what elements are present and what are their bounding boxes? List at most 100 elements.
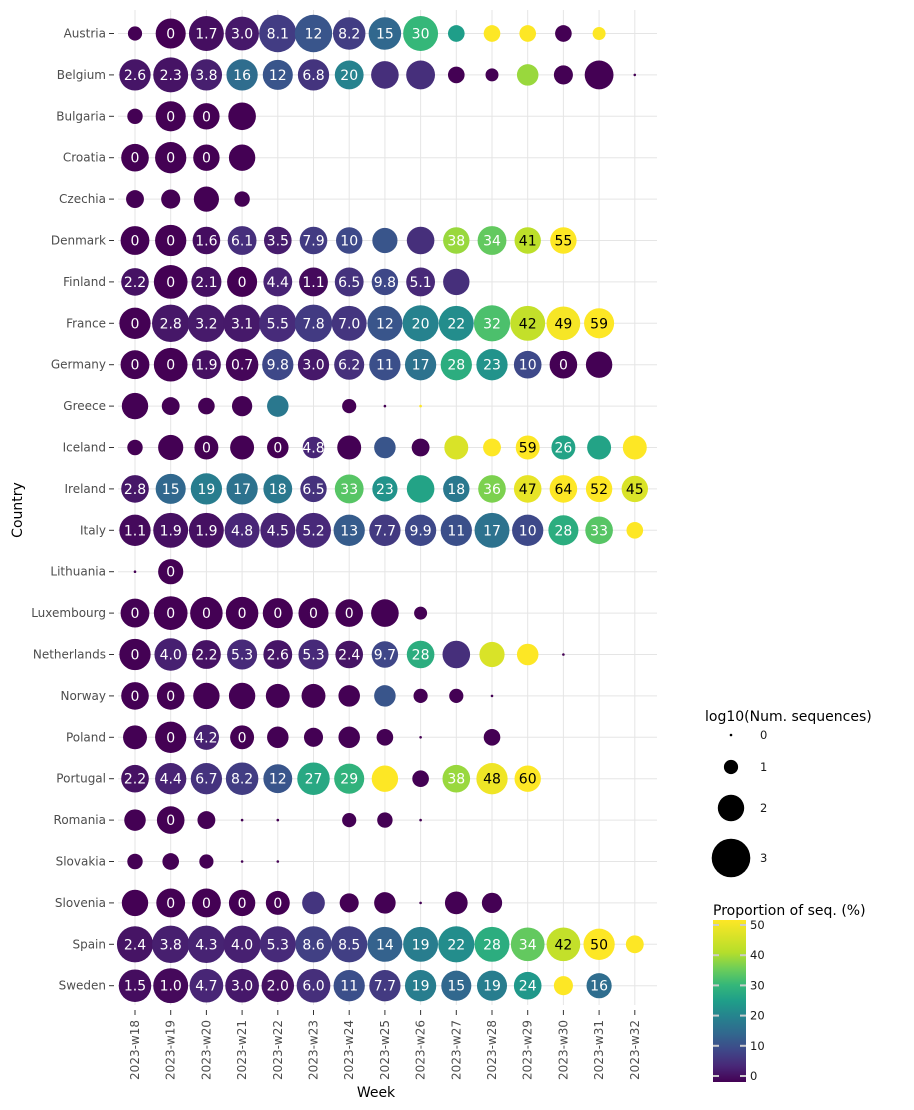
- bubble-circle: [555, 25, 572, 42]
- bubble: 36: [478, 475, 506, 503]
- y-tick-label: Bulgaria: [56, 109, 106, 123]
- bubble-circle: [155, 721, 187, 753]
- bubble: 0: [121, 143, 149, 172]
- bubble-circle: [483, 438, 501, 457]
- bubble-circle: [127, 108, 143, 125]
- bubble-label: 0: [273, 896, 282, 912]
- bubble: 2.6: [119, 59, 151, 91]
- bubble: [555, 25, 572, 42]
- bubble: [483, 25, 501, 42]
- bubble-label: 0: [166, 896, 175, 912]
- bubble-label: 1.1: [124, 523, 146, 539]
- bubbles: 0 1.7 3.0 8.1 12 8.2 15 30 2.6 2.3 3.8 16 12 6.8 20 0 0 0…: [116, 14, 648, 1004]
- bubble: [342, 813, 357, 828]
- bubble-circle: [442, 764, 471, 793]
- bubble: 55: [550, 227, 577, 254]
- bubble-circle: [443, 475, 470, 503]
- bubble-circle: [404, 349, 437, 381]
- bubble-label: 47: [519, 482, 537, 498]
- bubble: [371, 599, 399, 627]
- bubble: 0.7: [225, 348, 259, 381]
- bubble: [592, 27, 606, 40]
- colorbar-label: 10: [750, 1039, 765, 1053]
- bubble: [374, 685, 396, 707]
- bubble: 2.8: [121, 475, 149, 503]
- color-legend: Proportion of seq. (%) 0 10 20 30 40 50: [713, 903, 866, 1083]
- bubble-circle: [119, 59, 151, 91]
- bubble-circle: [190, 59, 223, 91]
- bubble-circle: [585, 516, 613, 545]
- x-tick-label: 2023-w18: [128, 1020, 142, 1080]
- bubble-circle: [583, 928, 615, 960]
- bubble-label: 4.3: [195, 937, 217, 953]
- bubble: 0: [156, 806, 185, 834]
- bubble-label: 36: [483, 482, 501, 498]
- bubble: [383, 404, 387, 408]
- bubble-label: 4.0: [231, 937, 253, 953]
- bubble: [406, 475, 435, 503]
- bubble-circle: [120, 350, 150, 380]
- bubble-circle: [191, 888, 221, 918]
- size-legend-label: 3: [760, 851, 767, 865]
- bubble: [481, 892, 503, 914]
- y-tick-label: Finland: [63, 275, 106, 289]
- bubble-circle: [191, 640, 221, 669]
- bubble-label: 16: [233, 68, 251, 84]
- bubble-circle: [334, 763, 365, 794]
- bubble-circle: [335, 640, 364, 669]
- bubble-circle: [476, 763, 508, 795]
- bubble: 33: [334, 474, 364, 504]
- bubble-label: 0: [166, 689, 175, 705]
- bubble: 15: [155, 473, 186, 504]
- bubble-circle: [513, 350, 542, 379]
- bubble: 3.1: [223, 304, 261, 342]
- bubble-circle: [369, 349, 401, 381]
- bubble-label: 2.8: [124, 482, 146, 498]
- bubble: 11: [369, 349, 401, 381]
- bubble-circle: [562, 653, 565, 656]
- bubble-circle: [127, 26, 143, 41]
- bubble-label: 2.6: [124, 68, 146, 84]
- bubble-circle: [154, 638, 187, 671]
- bubble-label: 8.6: [302, 937, 324, 953]
- bubble-label: 24: [519, 979, 537, 995]
- bubble: 0: [191, 888, 221, 918]
- bubble-circle: [263, 226, 292, 255]
- bubble-label: 17: [483, 523, 501, 539]
- bubble: 32: [473, 305, 511, 342]
- x-tick-label: 2023-w23: [307, 1020, 321, 1080]
- bubble-circle: [584, 60, 614, 90]
- bubble: 18: [443, 475, 470, 503]
- bubble: 8.2: [225, 762, 259, 795]
- bubble-label: 9.7: [374, 648, 396, 664]
- bubble: 0: [298, 598, 329, 629]
- bubble-label: 6.1: [231, 234, 253, 250]
- bubble-circle: [230, 435, 255, 460]
- bubble: 23: [372, 476, 398, 502]
- bubble-circle: [224, 512, 260, 548]
- bubble: 7.9: [299, 226, 328, 255]
- bubble-label: 1.1: [302, 275, 324, 291]
- bubble-circle: [553, 65, 573, 85]
- bubble-circle: [333, 970, 365, 1002]
- x-tick-label: 2023-w32: [628, 1020, 642, 1080]
- bubble-label: 17: [412, 358, 430, 374]
- bubble-label: 10: [519, 358, 537, 374]
- size-legend-label: 0: [760, 728, 767, 742]
- bubble-circle: [548, 515, 579, 546]
- bubble: 0: [155, 224, 187, 257]
- size-legend-label: 2: [760, 801, 767, 815]
- bubble-label: 26: [554, 441, 572, 457]
- bubble: 22: [438, 305, 474, 341]
- bubble-circle: [240, 860, 244, 863]
- bubble: 17: [404, 349, 437, 381]
- bubble: 4.0: [223, 925, 261, 963]
- bubble-circle: [155, 763, 187, 795]
- bubble: 3.2: [187, 304, 226, 342]
- bubble-circle: [133, 570, 137, 573]
- bubble: 19: [404, 970, 437, 1002]
- bubble: [626, 521, 644, 539]
- bubble-circle: [516, 64, 539, 86]
- bubble: 19: [403, 926, 439, 962]
- bubble-label: 0: [131, 234, 140, 250]
